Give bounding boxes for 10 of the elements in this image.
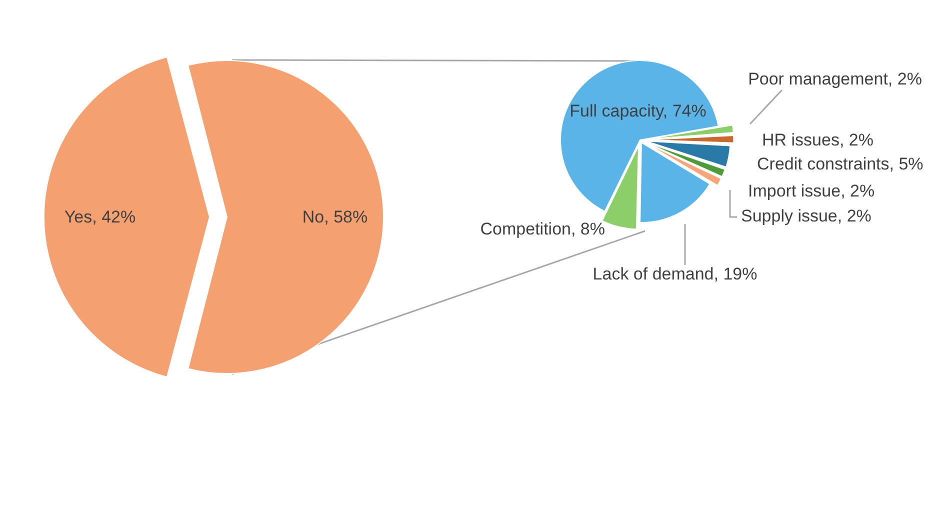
- slice-label: Full capacity, 74%: [570, 102, 706, 121]
- slice-label: Import issue, 2%: [748, 182, 875, 201]
- slice-label: Supply issue, 2%: [741, 206, 872, 226]
- slice-label: Competition, 8%: [480, 220, 605, 239]
- slice-label: Yes, 42%: [64, 208, 136, 227]
- slice-label: Lack of demand, 19%: [592, 264, 758, 284]
- slice-label: Poor management, 2%: [748, 70, 922, 89]
- slice-label: HR issues, 2%: [762, 130, 874, 150]
- slice-label: No, 58%: [302, 208, 368, 227]
- slice-label: Credit constraints, 5%: [757, 154, 924, 174]
